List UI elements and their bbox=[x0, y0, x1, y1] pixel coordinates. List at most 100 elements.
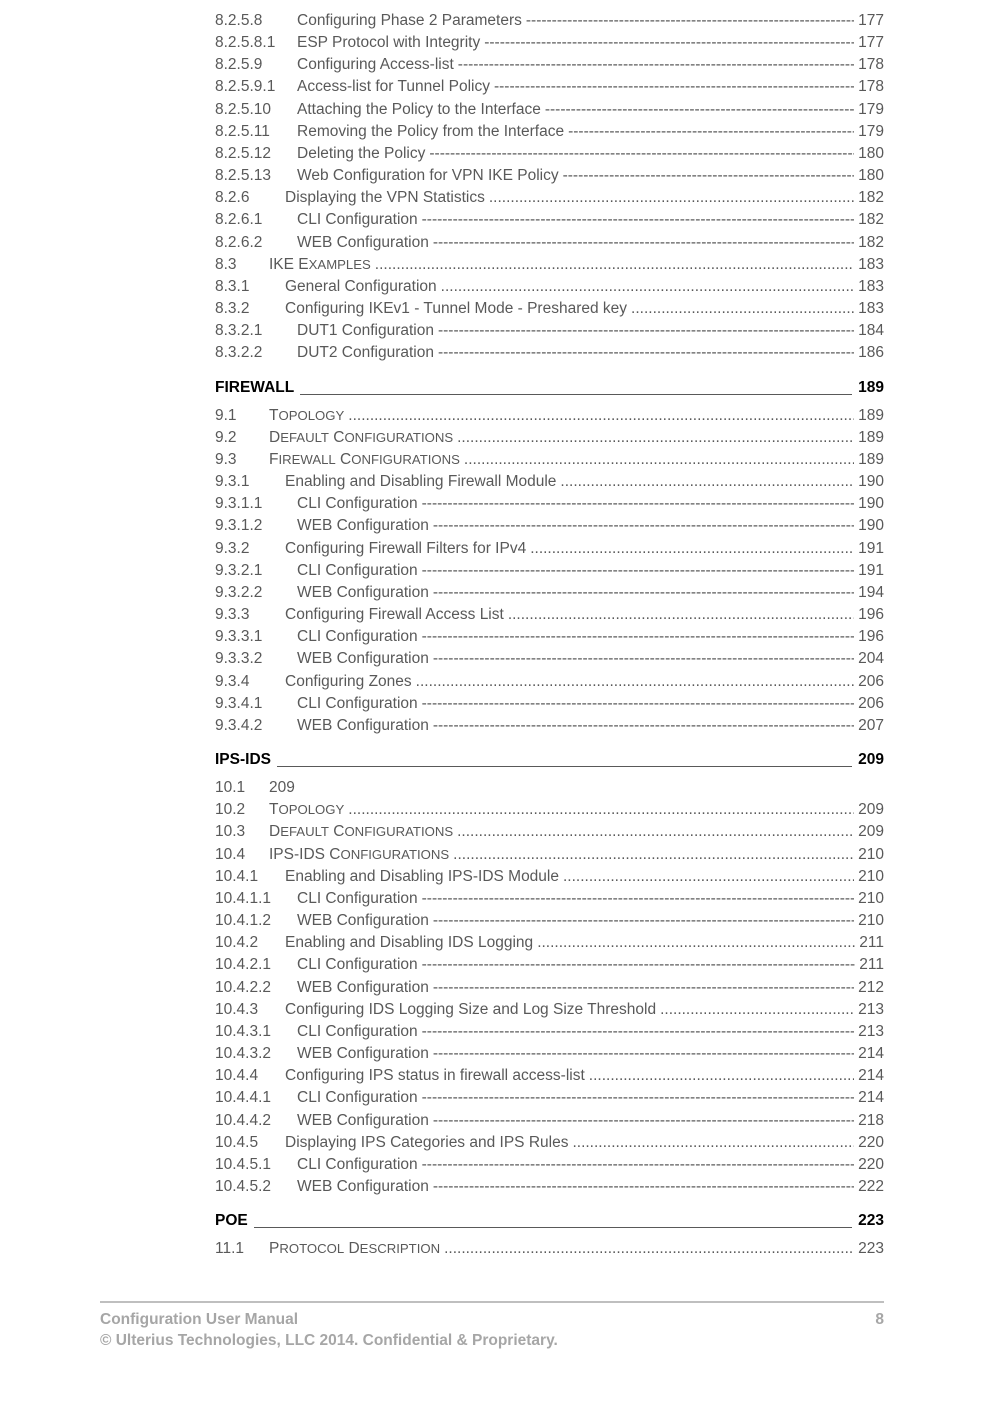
toc-row: 9.3.1.1CLI Configuration----------------… bbox=[215, 493, 884, 515]
toc-title: WEB Configuration bbox=[297, 977, 429, 999]
toc-title: 209 bbox=[269, 777, 295, 799]
chapter-page: 209 bbox=[858, 749, 884, 771]
toc-number: 8.2.6 bbox=[215, 187, 279, 209]
toc-row: 10.1 209 bbox=[215, 777, 884, 799]
toc-page: 183 bbox=[858, 298, 884, 320]
toc-title: General Configuration bbox=[285, 276, 437, 298]
toc-page: 190 bbox=[858, 515, 884, 537]
toc-row: 9.3.2.1CLI Configuration----------------… bbox=[215, 560, 884, 582]
toc-row: 10.4.1.2WEB Configuration---------------… bbox=[215, 910, 884, 932]
toc-leader: ........................................… bbox=[589, 1065, 854, 1087]
toc-leader: ----------------------------------------… bbox=[458, 54, 854, 76]
toc-leader: ----------------------------------------… bbox=[433, 232, 854, 254]
toc-leader: ........................................… bbox=[375, 254, 854, 276]
toc-title: Displaying the VPN Statistics bbox=[285, 187, 485, 209]
toc-page: 196 bbox=[858, 604, 884, 626]
toc-leader: ----------------------------------------… bbox=[422, 888, 855, 910]
toc-page: 211 bbox=[859, 932, 884, 954]
toc-row: 8.2.5.10Attaching the Policy to the Inte… bbox=[215, 99, 884, 121]
toc-number: 9.3.3.2 bbox=[215, 648, 291, 670]
toc-number: 9.3.2 bbox=[215, 538, 279, 560]
toc-page: 222 bbox=[858, 1176, 884, 1198]
toc-row: 10.4.4Configuring IPS status in firewall… bbox=[215, 1065, 884, 1087]
toc-page: 180 bbox=[858, 143, 884, 165]
toc-row: 8.3.1General Configuration..............… bbox=[215, 276, 884, 298]
toc-leader: ........................................… bbox=[441, 276, 854, 298]
toc-number: 9.3.4.1 bbox=[215, 693, 291, 715]
toc-number: 9.3 bbox=[215, 449, 263, 471]
toc-number: 8.3.2.2 bbox=[215, 342, 291, 364]
toc-number: 9.3.4 bbox=[215, 671, 279, 693]
toc-number: 10.4.2.2 bbox=[215, 977, 291, 999]
toc-page: 210 bbox=[858, 910, 884, 932]
toc-title: CLI Configuration bbox=[297, 209, 418, 231]
toc-row: 10.4.2Enabling and Disabling IDS Logging… bbox=[215, 932, 884, 954]
toc-page: 209 bbox=[858, 799, 884, 821]
toc-title: CLI Configuration bbox=[297, 1087, 418, 1109]
toc-leader: ----------------------------------------… bbox=[433, 1043, 854, 1065]
toc-row: 10.4.1.1CLI Configuration---------------… bbox=[215, 888, 884, 910]
toc-leader: ........................................… bbox=[457, 427, 854, 449]
toc-leader: ........................................… bbox=[631, 298, 854, 320]
toc-leader: ----------------------------------------… bbox=[422, 954, 856, 976]
toc-page: 196 bbox=[858, 626, 884, 648]
footer: Configuration User Manual © Ulterius Tec… bbox=[100, 1301, 884, 1352]
toc-title: Enabling and Disabling IDS Logging bbox=[285, 932, 533, 954]
toc-row: 8.2.5.11 Removing the Policy from the Int… bbox=[215, 121, 884, 143]
toc-leader: ----------------------------------------… bbox=[438, 342, 854, 364]
toc-number: 10.4.3.2 bbox=[215, 1043, 291, 1065]
toc-row: 8.3IKE EXAMPLES.........................… bbox=[215, 254, 884, 276]
toc-row: 8.2.5.9.1Access-list for Tunnel Policy--… bbox=[215, 76, 884, 98]
toc-number: 8.3 bbox=[215, 254, 263, 276]
toc-number: 10.4.5.1 bbox=[215, 1154, 291, 1176]
toc-page: 206 bbox=[858, 671, 884, 693]
toc-row: 8.2.6.2WEB Configuration----------------… bbox=[215, 232, 884, 254]
toc-leader: ........................................… bbox=[444, 1238, 854, 1260]
chapter-row: CHAPTER 9:FIREWALL______________________… bbox=[215, 377, 884, 399]
toc-row: 8.2.5.8Configuring Phase 2 Parameters---… bbox=[215, 10, 884, 32]
toc-page: 214 bbox=[858, 1065, 884, 1087]
toc-page: 207 bbox=[858, 715, 884, 737]
toc-leader: ----------------------------------------… bbox=[422, 1087, 855, 1109]
toc-row: 9.3.4.1CLI Configuration----------------… bbox=[215, 693, 884, 715]
toc-leader: ----------------------------------------… bbox=[422, 626, 855, 648]
chapter-page: 223 bbox=[858, 1210, 884, 1232]
toc-title: Removing the Policy from the Interface bbox=[297, 121, 564, 143]
toc-row: 8.3.2Configuring IKEv1 - Tunnel Mode - P… bbox=[215, 298, 884, 320]
toc-row: 10.4.3Configuring IDS Logging Size and L… bbox=[215, 999, 884, 1021]
toc-title: DUT1 Configuration bbox=[297, 320, 434, 342]
toc-row: 10.4.3.2WEB Configuration---------------… bbox=[215, 1043, 884, 1065]
toc-title: CLI Configuration bbox=[297, 1154, 418, 1176]
toc-row: 9.3.2Configuring Firewall Filters for IP… bbox=[215, 538, 884, 560]
toc-number: 10.4.4 bbox=[215, 1065, 279, 1087]
toc-page: 191 bbox=[858, 538, 884, 560]
toc-leader: ........................................… bbox=[453, 844, 854, 866]
toc-page: 189 bbox=[858, 405, 884, 427]
toc-leader: ----------------------------------------… bbox=[494, 76, 854, 98]
toc-number: 8.2.5.11 bbox=[215, 121, 291, 143]
toc-title: Access-list for Tunnel Policy bbox=[297, 76, 490, 98]
chapter-label: CHAPTER 9: bbox=[215, 377, 225, 399]
toc-page: 179 bbox=[858, 121, 884, 143]
toc-row: 9.3.2.2WEB Configuration----------------… bbox=[215, 582, 884, 604]
toc-page: 191 bbox=[858, 560, 884, 582]
toc-leader: ----------------------------------------… bbox=[422, 209, 855, 231]
toc-page: 210 bbox=[858, 866, 884, 888]
toc-number: 8.2.5.10 bbox=[215, 99, 291, 121]
toc-row: 9.3.1.2WEB Configuration----------------… bbox=[215, 515, 884, 537]
toc-number: 10.1 bbox=[215, 777, 263, 799]
toc-row: 8.2.5.13Web Configuration for VPN IKE Po… bbox=[215, 165, 884, 187]
toc-number: 10.4.3.1 bbox=[215, 1021, 291, 1043]
toc-leader: ----------------------------------------… bbox=[422, 1021, 855, 1043]
toc-number: 8.2.6.2 bbox=[215, 232, 291, 254]
toc-row: 9.3.3.2WEB Configuration----------------… bbox=[215, 648, 884, 670]
toc-page: 213 bbox=[858, 999, 884, 1021]
toc-number: 8.3.2.1 bbox=[215, 320, 291, 342]
chapter-row: CHAPTER 10:IPS-IDS______________________… bbox=[215, 749, 884, 771]
toc-row: 10.3DEFAULT CONFIGURATIONS..............… bbox=[215, 821, 884, 843]
chapter-row: CHAPTER 11:POE__________________________… bbox=[215, 1210, 884, 1232]
toc-leader: ----------------------------------------… bbox=[422, 693, 855, 715]
toc-title: Configuring IDS Logging Size and Log Siz… bbox=[285, 999, 656, 1021]
toc-leader: ........................................… bbox=[508, 604, 854, 626]
toc-page: 210 bbox=[858, 888, 884, 910]
